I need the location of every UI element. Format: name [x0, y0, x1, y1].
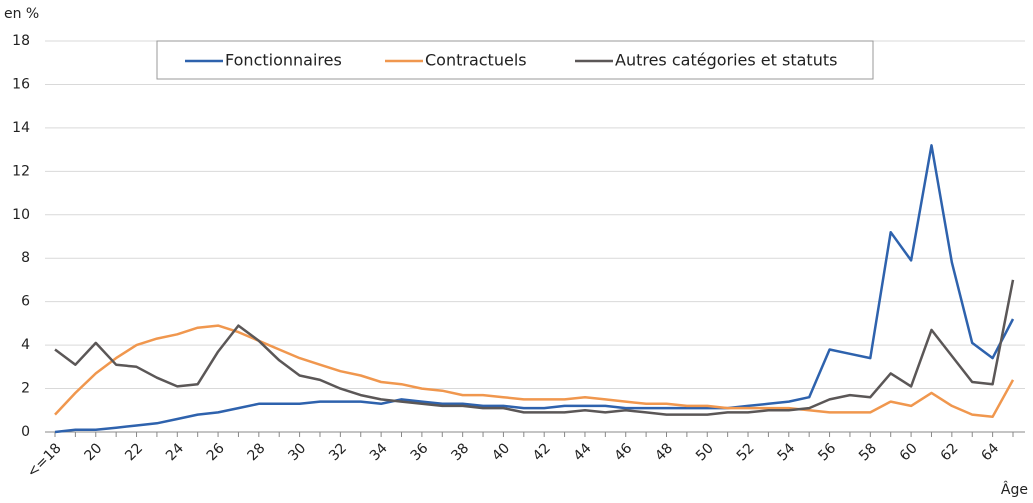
x-tick-label: 30 — [285, 440, 309, 464]
x-tick-label: 20 — [82, 440, 106, 464]
x-tick-label: 40 — [489, 440, 513, 464]
x-tick-label: 64 — [978, 440, 1002, 464]
legend-box — [156, 40, 874, 80]
x-tick-label: 28 — [245, 440, 269, 464]
x-tick-label: 60 — [897, 440, 921, 464]
y-tick-label: 6 — [21, 294, 30, 310]
legend-label: Autres catégories et statuts — [615, 51, 837, 70]
x-tick-label: 26 — [204, 440, 228, 464]
x-tick-label: 36 — [408, 440, 432, 464]
x-tick-label: 54 — [775, 440, 799, 464]
legend-label: Contractuels — [425, 51, 527, 70]
x-tick-label: 56 — [815, 440, 839, 464]
y-tick-label: 14 — [12, 120, 30, 136]
series-line — [54, 144, 1015, 434]
x-tick-label: 44 — [571, 440, 595, 464]
x-tick-label: 48 — [652, 440, 676, 464]
x-tick-label: 32 — [326, 440, 350, 464]
y-tick-label: 4 — [21, 337, 30, 353]
x-tick-label: 50 — [693, 440, 717, 464]
x-tick-label: 38 — [448, 440, 472, 464]
x-tick-label: 22 — [122, 440, 146, 464]
y-tick-label: 18 — [12, 33, 30, 49]
y-axis-label: en % — [4, 6, 39, 22]
y-tick-label: 12 — [12, 163, 30, 179]
y-tick-label: 0 — [21, 424, 30, 440]
x-tick-label: 42 — [530, 440, 554, 464]
legend: Fonctionnaires Contractuels Autres catégor… — [156, 40, 874, 80]
x-tick-label: 52 — [734, 440, 758, 464]
y-tick-label: 2 — [21, 381, 30, 397]
x-tick-label: <=18 — [24, 440, 65, 481]
y-tick-label: 10 — [12, 207, 30, 223]
y-tick-label: 8 — [21, 250, 30, 266]
x-tick-label: 34 — [367, 440, 391, 464]
y-tick-label: 16 — [12, 76, 30, 92]
x-tick-label: 58 — [856, 440, 880, 464]
x-axis-label: Âge — [1001, 480, 1028, 498]
series-line — [54, 279, 1015, 416]
legend-label: Fonctionnaires — [225, 51, 342, 70]
x-tick-label: 24 — [163, 440, 187, 464]
x-tick-label: 62 — [938, 440, 962, 464]
x-tick-label: 46 — [611, 440, 635, 464]
series-line — [54, 324, 1015, 419]
